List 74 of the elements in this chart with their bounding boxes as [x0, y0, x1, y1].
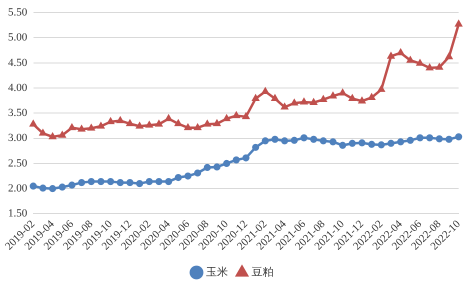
point: [97, 178, 104, 186]
point: [146, 178, 153, 186]
point: [436, 135, 443, 142]
point: [116, 179, 124, 186]
y-tick-label: 2.00: [8, 182, 28, 194]
point: [262, 137, 269, 144]
point: [184, 124, 192, 130]
y-tick-label: 5.50: [8, 6, 28, 18]
point: [290, 136, 298, 144]
point: [98, 122, 104, 129]
point: [136, 122, 143, 129]
point: [126, 179, 134, 186]
point: [213, 163, 221, 171]
y-tick-label: 3.00: [8, 132, 28, 144]
point: [426, 64, 433, 70]
point: [368, 140, 376, 148]
point: [30, 182, 37, 190]
point: [49, 185, 56, 192]
point: [388, 52, 394, 59]
point: [358, 139, 366, 146]
point: [40, 130, 46, 136]
point: [155, 178, 162, 186]
point: [387, 140, 395, 147]
y-tick-label: 4.50: [8, 56, 28, 69]
legend-label: 豆粕: [252, 265, 274, 278]
point: [232, 156, 240, 164]
point: [242, 154, 250, 162]
point: [68, 124, 76, 130]
point: [445, 136, 453, 143]
point: [194, 124, 201, 130]
y-tick-label: 2.50: [8, 157, 28, 170]
point: [136, 180, 144, 188]
point: [58, 184, 66, 191]
point: [78, 126, 85, 132]
point: [68, 182, 76, 189]
point: [49, 133, 56, 140]
point: [310, 136, 318, 143]
point: [329, 138, 337, 146]
point: [165, 178, 172, 186]
point: [223, 160, 230, 168]
y-tick-label: 3.50: [8, 107, 28, 120]
point: [107, 178, 114, 186]
point: [406, 136, 414, 144]
y-tick-label: 4.00: [8, 82, 28, 94]
point: [174, 174, 182, 182]
point: [78, 179, 86, 186]
y-tick-label: 1.50: [8, 208, 28, 220]
point: [204, 164, 211, 172]
point: [348, 140, 356, 147]
point: [397, 49, 404, 56]
point: [446, 53, 452, 60]
point: [88, 178, 95, 186]
point: [252, 144, 260, 151]
point: [436, 64, 443, 70]
point: [416, 60, 424, 66]
point: [397, 138, 404, 146]
point: [416, 134, 424, 142]
point: [407, 56, 414, 63]
legend-label: 玉米: [206, 265, 228, 278]
point: [455, 133, 462, 140]
point: [271, 136, 279, 143]
point: [378, 86, 385, 92]
point: [39, 184, 46, 192]
point: [426, 134, 434, 142]
point: [300, 134, 308, 142]
point: [184, 172, 192, 180]
point: [378, 141, 385, 148]
point: [88, 124, 95, 131]
y-tick-label: 5.00: [8, 32, 28, 44]
point: [320, 137, 327, 144]
point: [339, 142, 346, 149]
point: [281, 137, 288, 144]
point: [146, 122, 153, 128]
point: [194, 169, 202, 177]
